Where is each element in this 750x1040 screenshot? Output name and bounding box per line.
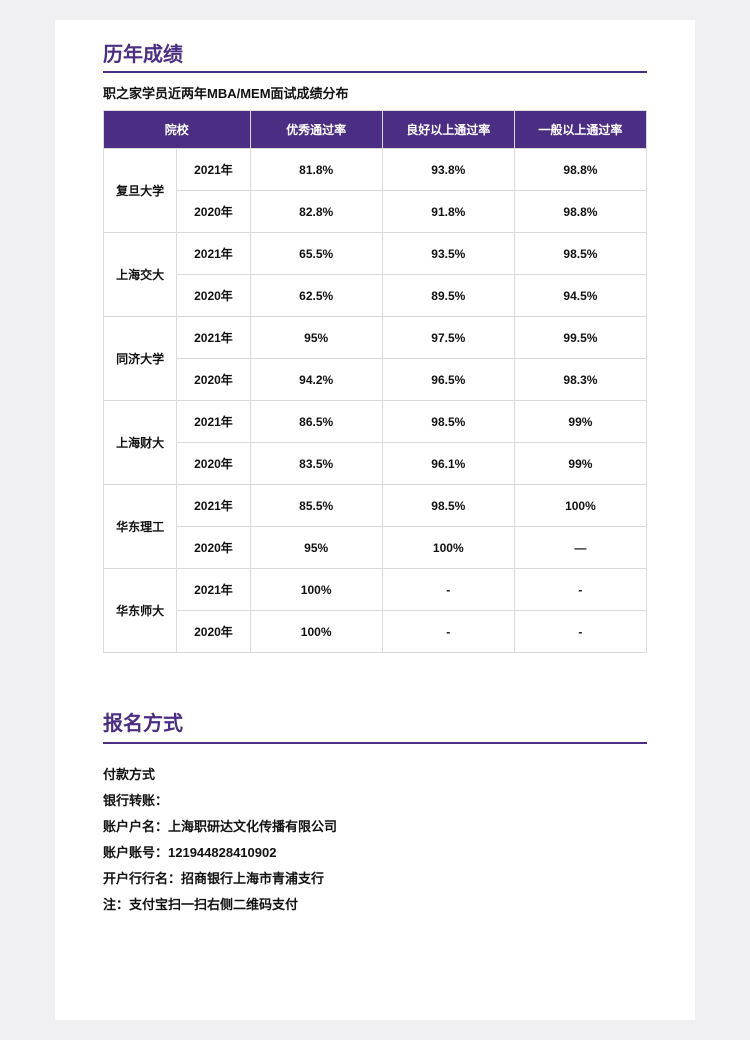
cell-good: 89.5% — [382, 275, 514, 317]
info-line: 开户行行名：招商银行上海市青浦支行 — [103, 866, 647, 892]
cell-school-name: 上海交大 — [104, 233, 177, 317]
cell-year: 2020年 — [177, 611, 250, 653]
scores-tbody: 复旦大学2021年81.8%93.8%98.8%2020年82.8%91.8%9… — [104, 149, 647, 653]
cell-school-name: 上海财大 — [104, 401, 177, 485]
cell-school-name: 复旦大学 — [104, 149, 177, 233]
cell-good: 96.5% — [382, 359, 514, 401]
cell-excellent: 83.5% — [250, 443, 382, 485]
cell-good: 98.5% — [382, 485, 514, 527]
cell-excellent: 86.5% — [250, 401, 382, 443]
th-good: 良好以上通过率 — [382, 111, 514, 149]
cell-year: 2020年 — [177, 191, 250, 233]
cell-year: 2021年 — [177, 317, 250, 359]
cell-year: 2021年 — [177, 149, 250, 191]
cell-year: 2020年 — [177, 443, 250, 485]
cell-excellent: 100% — [250, 569, 382, 611]
table-row: 2020年62.5%89.5%94.5% — [104, 275, 647, 317]
cell-excellent: 100% — [250, 611, 382, 653]
cell-good: 98.5% — [382, 401, 514, 443]
table-row: 华东理工2021年85.5%98.5%100% — [104, 485, 647, 527]
cell-general: — — [514, 527, 646, 569]
cell-general: 98.8% — [514, 191, 646, 233]
cell-excellent: 95% — [250, 527, 382, 569]
cell-year: 2021年 — [177, 233, 250, 275]
cell-general: 98.3% — [514, 359, 646, 401]
cell-school-name: 同济大学 — [104, 317, 177, 401]
cell-general: 99% — [514, 401, 646, 443]
th-general: 一般以上通过率 — [514, 111, 646, 149]
table-row: 2020年82.8%91.8%98.8% — [104, 191, 647, 233]
cell-excellent: 62.5% — [250, 275, 382, 317]
results-subtitle: 职之家学员近两年MBA/MEM面试成绩分布 — [103, 83, 647, 102]
info-line: 账户账号：121944828410902 — [103, 840, 647, 866]
registration-title: 报名方式 — [103, 707, 647, 744]
cell-school-name: 华东师大 — [104, 569, 177, 653]
cell-year: 2020年 — [177, 275, 250, 317]
cell-year: 2020年 — [177, 359, 250, 401]
th-school: 院校 — [104, 111, 251, 149]
cell-year: 2021年 — [177, 569, 250, 611]
cell-general: 94.5% — [514, 275, 646, 317]
table-row: 华东师大2021年100%-- — [104, 569, 647, 611]
table-row: 上海财大2021年86.5%98.5%99% — [104, 401, 647, 443]
cell-good: 97.5% — [382, 317, 514, 359]
page-container: 历年成绩 职之家学员近两年MBA/MEM面试成绩分布 院校 优秀通过率 良好以上… — [55, 20, 695, 1020]
cell-general: 99.5% — [514, 317, 646, 359]
table-row: 2020年95%100%— — [104, 527, 647, 569]
cell-year: 2020年 — [177, 527, 250, 569]
results-title: 历年成绩 — [103, 38, 647, 73]
cell-excellent: 82.8% — [250, 191, 382, 233]
cell-excellent: 85.5% — [250, 485, 382, 527]
cell-good: 96.1% — [382, 443, 514, 485]
table-row: 2020年100%-- — [104, 611, 647, 653]
info-line: 银行转账： — [103, 788, 647, 814]
cell-excellent: 95% — [250, 317, 382, 359]
cell-general: 98.5% — [514, 233, 646, 275]
cell-good: - — [382, 611, 514, 653]
info-line: 付款方式 — [103, 762, 647, 788]
cell-excellent: 81.8% — [250, 149, 382, 191]
cell-good: - — [382, 569, 514, 611]
table-row: 同济大学2021年95%97.5%99.5% — [104, 317, 647, 359]
scores-table: 院校 优秀通过率 良好以上通过率 一般以上通过率 复旦大学2021年81.8%9… — [103, 110, 647, 653]
cell-general: - — [514, 569, 646, 611]
cell-excellent: 94.2% — [250, 359, 382, 401]
cell-general: 98.8% — [514, 149, 646, 191]
info-line: 账户户名：上海职研达文化传播有限公司 — [103, 814, 647, 840]
cell-good: 100% — [382, 527, 514, 569]
cell-good: 91.8% — [382, 191, 514, 233]
th-excellent: 优秀通过率 — [250, 111, 382, 149]
registration-info: 付款方式银行转账：账户户名：上海职研达文化传播有限公司账户账号：12194482… — [103, 762, 647, 918]
cell-general: 100% — [514, 485, 646, 527]
cell-good: 93.8% — [382, 149, 514, 191]
cell-general: 99% — [514, 443, 646, 485]
table-row: 上海交大2021年65.5%93.5%98.5% — [104, 233, 647, 275]
cell-school-name: 华东理工 — [104, 485, 177, 569]
cell-good: 93.5% — [382, 233, 514, 275]
info-line: 注：支付宝扫一扫右侧二维码支付 — [103, 892, 647, 918]
table-row: 2020年83.5%96.1%99% — [104, 443, 647, 485]
cell-year: 2021年 — [177, 485, 250, 527]
cell-year: 2021年 — [177, 401, 250, 443]
table-row: 2020年94.2%96.5%98.3% — [104, 359, 647, 401]
cell-general: - — [514, 611, 646, 653]
table-row: 复旦大学2021年81.8%93.8%98.8% — [104, 149, 647, 191]
cell-excellent: 65.5% — [250, 233, 382, 275]
